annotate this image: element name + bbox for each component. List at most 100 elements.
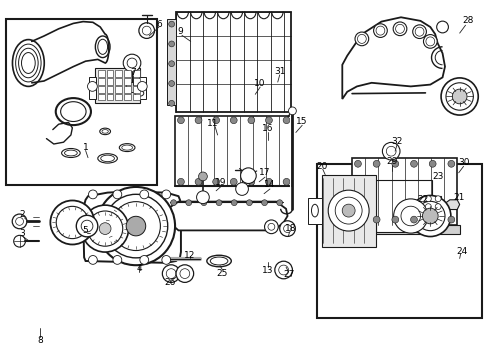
Polygon shape: [442, 200, 459, 210]
Bar: [124, 94, 131, 100]
Circle shape: [447, 160, 454, 167]
Circle shape: [76, 215, 98, 237]
Circle shape: [168, 81, 174, 86]
Text: 27: 27: [283, 270, 295, 279]
Bar: [133, 78, 140, 85]
Text: 6: 6: [156, 20, 162, 29]
Circle shape: [176, 265, 193, 282]
Circle shape: [185, 200, 191, 206]
Circle shape: [162, 256, 170, 264]
Circle shape: [198, 172, 207, 181]
Circle shape: [342, 204, 354, 217]
Text: 28: 28: [462, 17, 473, 26]
Ellipse shape: [206, 255, 231, 267]
Text: 21: 21: [452, 193, 464, 202]
Circle shape: [126, 216, 145, 236]
Circle shape: [276, 200, 282, 206]
Bar: [98, 86, 104, 93]
Text: 31: 31: [273, 67, 285, 76]
Circle shape: [447, 216, 454, 223]
Circle shape: [87, 81, 97, 91]
Circle shape: [440, 78, 477, 115]
Circle shape: [409, 195, 450, 237]
Circle shape: [261, 200, 267, 206]
Text: 23: 23: [431, 172, 443, 181]
Circle shape: [81, 205, 128, 252]
Circle shape: [230, 117, 237, 124]
Circle shape: [391, 160, 398, 167]
Bar: [175, 116, 292, 186]
Circle shape: [162, 265, 180, 282]
Circle shape: [97, 187, 175, 265]
Bar: [425, 196, 440, 210]
Circle shape: [162, 190, 170, 199]
Text: 19: 19: [215, 179, 226, 188]
Circle shape: [140, 190, 148, 199]
Bar: [6, 19, 157, 185]
Circle shape: [265, 178, 272, 185]
Circle shape: [168, 61, 174, 67]
Circle shape: [168, 41, 174, 47]
Text: 18: 18: [285, 224, 296, 233]
Text: 15: 15: [296, 117, 307, 126]
Bar: [126, 82, 138, 93]
Circle shape: [372, 160, 379, 167]
Circle shape: [279, 221, 295, 237]
Text: 11: 11: [206, 119, 218, 128]
Text: 12: 12: [183, 251, 195, 260]
Bar: [115, 78, 122, 85]
Circle shape: [283, 178, 289, 185]
Circle shape: [230, 178, 237, 185]
Bar: [321, 175, 375, 247]
Circle shape: [195, 178, 202, 185]
Polygon shape: [83, 192, 181, 263]
Ellipse shape: [13, 40, 44, 86]
Text: 2: 2: [19, 210, 25, 219]
Circle shape: [372, 216, 379, 223]
Bar: [133, 70, 140, 77]
Text: 26: 26: [164, 278, 176, 287]
Circle shape: [436, 21, 447, 33]
Bar: [106, 70, 113, 77]
Circle shape: [240, 168, 256, 184]
Circle shape: [137, 81, 147, 91]
Circle shape: [140, 256, 148, 264]
Circle shape: [451, 89, 466, 104]
Ellipse shape: [135, 90, 143, 96]
Circle shape: [391, 216, 398, 223]
Circle shape: [283, 117, 289, 124]
Text: 20: 20: [315, 162, 327, 171]
Circle shape: [139, 23, 154, 39]
Circle shape: [434, 204, 440, 210]
Text: 16: 16: [262, 125, 273, 134]
Text: 22: 22: [416, 195, 428, 204]
Circle shape: [170, 200, 176, 206]
Circle shape: [201, 200, 206, 206]
Ellipse shape: [354, 32, 368, 46]
Circle shape: [88, 190, 97, 199]
Circle shape: [235, 183, 248, 195]
Bar: [351, 158, 456, 225]
Text: 24: 24: [455, 247, 467, 256]
Bar: [98, 70, 104, 77]
Ellipse shape: [56, 98, 91, 125]
Bar: [133, 94, 140, 100]
Circle shape: [264, 220, 278, 234]
Text: 4: 4: [136, 264, 142, 273]
Text: 3: 3: [19, 229, 25, 238]
Circle shape: [425, 196, 430, 202]
Text: 30: 30: [457, 158, 468, 167]
Text: 25: 25: [216, 269, 228, 278]
Bar: [106, 86, 113, 93]
Bar: [98, 94, 104, 100]
Bar: [316, 164, 481, 318]
Bar: [167, 19, 176, 105]
Text: 10: 10: [254, 79, 265, 88]
Circle shape: [212, 117, 219, 124]
Circle shape: [216, 200, 222, 206]
Ellipse shape: [98, 154, 117, 163]
Bar: [115, 94, 122, 100]
Bar: [349, 225, 459, 234]
Bar: [139, 77, 145, 99]
Circle shape: [168, 21, 174, 27]
